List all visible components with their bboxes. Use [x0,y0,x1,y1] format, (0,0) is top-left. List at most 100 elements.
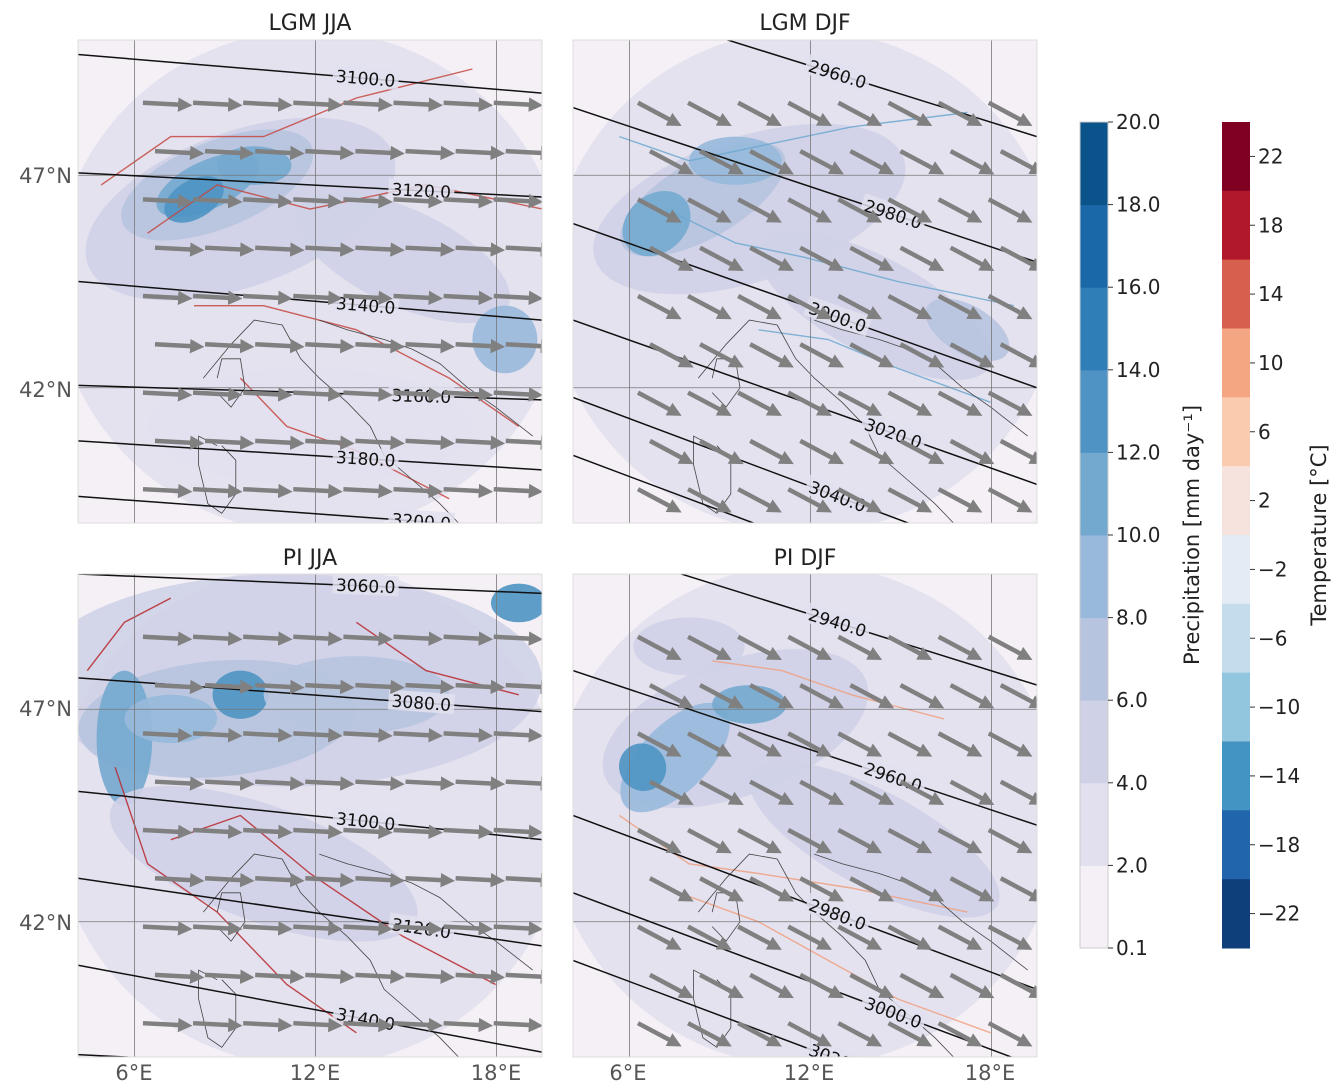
coastline [216,892,246,942]
wind-arrow [799,342,845,368]
colorbar-tick-label: −22 [1258,902,1300,926]
wind-arrow [455,969,506,984]
colorbar-tick-label: −18 [1258,833,1300,857]
geopotential-contour [78,280,542,321]
wind-arrow [393,728,443,743]
contour-label: 3160.0 [391,386,451,408]
wind-arrow [142,631,193,646]
colorbar-swatch [1080,535,1108,619]
contour-label-background [859,193,928,234]
wind-arrow [405,679,455,695]
wind-arrow [243,921,293,936]
wind-arrow [737,828,782,854]
wind-arrow [243,483,293,499]
colorbar-swatch [1222,122,1250,192]
precipitation-area [619,743,667,791]
wind-arrow [405,776,455,791]
wind-arrow [937,828,983,854]
wind-arrow [243,194,293,209]
wind-arrow [849,245,895,271]
wind-arrow [293,631,343,646]
wind-arrow [192,387,243,402]
wind-arrow [142,387,193,402]
wind-arrow [393,824,443,840]
wind-arrow [255,145,305,161]
wind-arrow [987,1021,1033,1047]
temperature-contour [619,111,968,162]
wind-arrow [243,1017,293,1033]
colorbar-swatch [1080,369,1108,453]
coastline [693,435,732,514]
panel-title-pi-djf: PI DJF [774,546,837,571]
panel-title-lgm-jja: LGM JJA [269,11,352,36]
wind-arrow [255,969,305,984]
wind-arrow [343,824,393,840]
wind-arrow [787,828,833,854]
wind-arrow [648,972,694,999]
wind-arrow [192,824,243,840]
wind-arrow [243,97,293,112]
wind-arrow [142,290,193,306]
precipitation-area [749,761,1000,918]
wind-arrow [987,731,1033,757]
wind-arrow [393,194,443,209]
wind-arrow [393,1017,443,1033]
wind-arrow [192,483,243,499]
panel-frame [77,39,543,524]
wind-arrow [937,1021,983,1047]
wind-arrow [192,97,243,112]
wind-arrow [305,338,355,354]
wind-arrow [737,731,782,757]
wind-arrow [305,145,355,161]
wind-arrow [949,972,995,999]
colorbar-swatch [1222,810,1250,880]
colorbar-tick-label: −2 [1258,557,1287,581]
wind-arrow [999,876,1037,902]
wind-arrow [192,728,243,743]
wind-arrow [393,290,443,306]
wind-arrow [636,197,682,223]
precipitation-area [295,191,510,324]
wind-arrow [737,487,782,513]
colorbar-tick-label: −14 [1258,764,1300,788]
wind-arrow [636,487,682,513]
colorbar-tick-label: 18.0 [1116,193,1161,217]
wind-arrow [949,683,995,709]
wind-arrow [999,683,1037,709]
wind-arrow [455,242,506,257]
wind-arrow [648,245,694,271]
precipitation-area [925,298,1010,362]
lat-tick-label: 42°N [19,378,72,402]
colorbar-tick-label: −10 [1258,695,1300,719]
contour-label-background [332,574,400,597]
colorbar-swatch [1222,397,1250,467]
wind-arrow [787,634,833,661]
panel-frame [572,39,1038,524]
wind-arrow [505,872,542,888]
wind-arrow [154,435,205,450]
wind-arrow [937,197,983,223]
wind-arrow [949,876,995,902]
temperature-contour [86,597,172,672]
wind-arrow [142,824,193,840]
wind-arrow [849,683,895,709]
lat-tick-label: 47°N [19,697,72,721]
lon-tick-label: 12°E [290,1061,341,1085]
lon-tick-label: 18°E [471,1061,522,1085]
wind-arrow [305,969,355,984]
wind-arrow [837,634,883,661]
panel-title-pi-jja: PI JJA [283,546,337,571]
wind-arrow [999,438,1037,465]
wind-arrow [999,149,1037,175]
wind-arrow [887,197,933,223]
geopotential-contour [573,669,1037,826]
geopotential-contour [573,454,756,523]
contour-label: 3080.0 [391,692,452,716]
geopotential-contour [78,877,542,947]
wind-arrow [355,872,405,888]
wind-arrow [142,483,193,499]
wind-arrow [636,634,682,661]
wind-arrow [787,390,833,416]
